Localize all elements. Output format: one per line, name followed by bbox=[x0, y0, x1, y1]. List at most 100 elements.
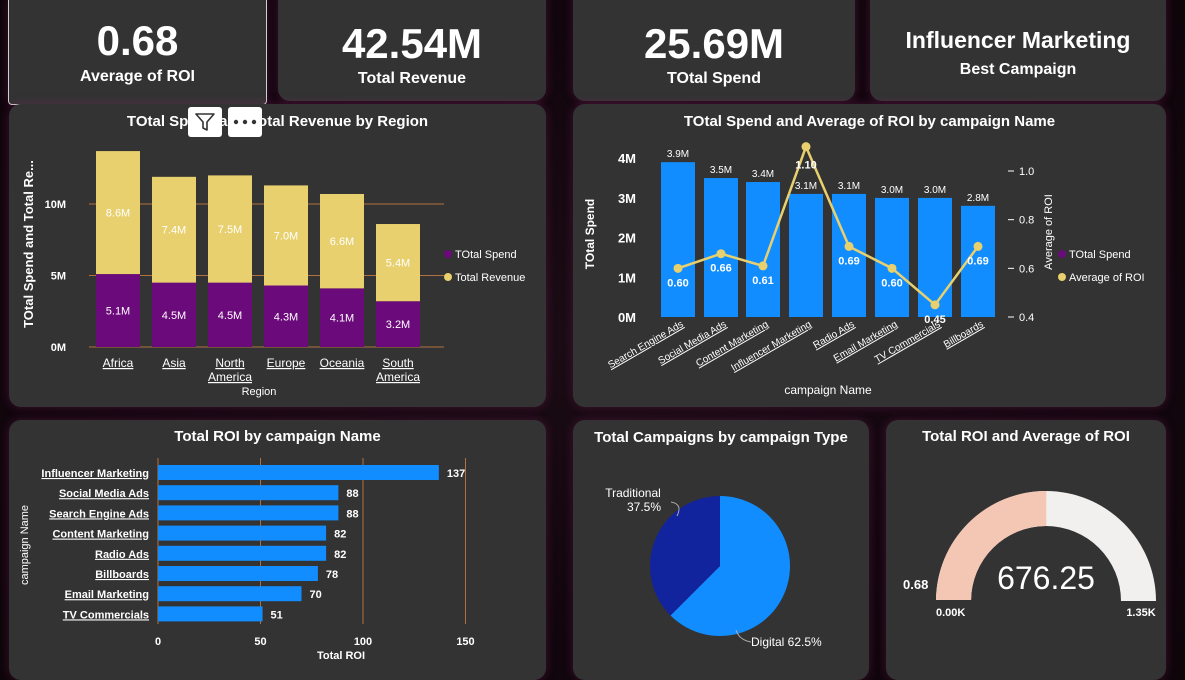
bar-revenue[interactable] bbox=[208, 175, 252, 283]
bar-total-roi[interactable] bbox=[158, 586, 302, 602]
bar-spend[interactable] bbox=[320, 288, 364, 347]
bar-spend[interactable] bbox=[704, 178, 738, 317]
y-tick-label: 0M bbox=[51, 342, 66, 354]
kpi-label: Best Campaign bbox=[959, 61, 1077, 78]
x-tick-label[interactable]: Search Engine Ads bbox=[606, 319, 685, 371]
roi-point[interactable] bbox=[887, 263, 897, 273]
data-label-total-roi: 78 bbox=[326, 569, 338, 581]
pie-slice-digital[interactable] bbox=[670, 496, 790, 636]
kpi-value: 0.68 bbox=[96, 17, 179, 64]
y-tick-label[interactable]: Content Marketing bbox=[52, 529, 149, 541]
bar-revenue[interactable] bbox=[152, 176, 196, 283]
y-tick-label: 4M bbox=[618, 151, 636, 166]
bar-spend[interactable] bbox=[264, 285, 308, 347]
roi-point[interactable] bbox=[930, 300, 940, 310]
y-tick-label[interactable]: Email Marketing bbox=[65, 589, 149, 601]
x-tick-label[interactable]: America bbox=[376, 370, 420, 384]
bar-revenue[interactable] bbox=[96, 151, 140, 275]
y-tick-label[interactable]: Billboards bbox=[95, 569, 149, 581]
bar-spend[interactable] bbox=[661, 162, 695, 317]
data-label-spend: 4.5M bbox=[218, 310, 242, 322]
gauge-min-label: 0.00K bbox=[936, 607, 965, 619]
more-options-button[interactable] bbox=[228, 107, 262, 137]
gauge-chart: 676.25 0.68 0.00K 1.35K bbox=[903, 491, 1156, 619]
campaign-type-card[interactable]: Total Campaigns by campaign Type Traditi… bbox=[573, 420, 869, 680]
y-tick-label[interactable]: Influencer Marketing bbox=[41, 468, 149, 480]
region-chart: 5.1M 8.6M 4.5M 7.4M 4.5M 7.5M 4.3M 7.0M 4.1M 6.6M… bbox=[21, 151, 525, 398]
bar-total-roi[interactable] bbox=[158, 606, 263, 622]
gauge-value: 676.25 bbox=[997, 560, 1095, 596]
y-tick-label[interactable]: TV Commercials bbox=[63, 609, 149, 621]
roi-point[interactable] bbox=[973, 241, 983, 251]
chart-title: Total ROI by campaign Name bbox=[174, 428, 381, 445]
bar-spend[interactable] bbox=[376, 301, 420, 347]
x-tick-label[interactable]: Oceania bbox=[320, 356, 365, 370]
roi-point[interactable] bbox=[844, 241, 854, 251]
gauge-card[interactable]: Total ROI and Average of ROI 676.25 0.68… bbox=[886, 420, 1166, 680]
data-label-spend: 4.5M bbox=[162, 310, 186, 322]
data-label-roi: 1.10 bbox=[795, 160, 816, 172]
bar-total-roi[interactable] bbox=[158, 485, 339, 501]
campaign-spend-roi-chart: 3.9M 3.5M 3.4M 3.1M 3.1M 3.0M 3.0M 2.8M 0M 1M 2M 3… bbox=[583, 142, 1145, 397]
filter-button[interactable] bbox=[188, 107, 222, 137]
legend-label-spend: TOtal Spend bbox=[1069, 249, 1131, 261]
bar-spend[interactable] bbox=[832, 193, 866, 317]
region-chart-card[interactable]: TOtal Spend and Total Revenue by Region … bbox=[9, 104, 546, 407]
kpi-value: Influencer Marketing bbox=[905, 27, 1131, 53]
bar-total-roi[interactable] bbox=[158, 566, 318, 581]
y-tick-label: 1M bbox=[618, 270, 636, 285]
bar-revenue[interactable] bbox=[376, 224, 420, 302]
x-tick-label[interactable]: Influencer Marketing bbox=[730, 319, 814, 374]
bar-total-roi[interactable] bbox=[158, 545, 327, 561]
bar-spend[interactable] bbox=[875, 197, 909, 317]
data-label-spend: 2.8M bbox=[967, 193, 989, 204]
bar-total-roi[interactable] bbox=[158, 465, 439, 480]
bar-spend[interactable] bbox=[96, 274, 140, 347]
legend-label-spend: TOtal Spend bbox=[455, 249, 517, 261]
roi-point[interactable] bbox=[758, 261, 768, 271]
campaign-type-pie: Traditional 37.5% Digital 62.5% bbox=[605, 486, 822, 649]
campaign-spend-roi-card[interactable]: TOtal Spend and Average of ROI by campai… bbox=[573, 104, 1166, 407]
bar-spend[interactable] bbox=[208, 282, 252, 347]
roi-point[interactable] bbox=[801, 142, 811, 152]
data-label-spend: 4.1M bbox=[330, 313, 354, 325]
x-tick-label[interactable]: South bbox=[382, 356, 413, 370]
x-tick-label[interactable]: Africa bbox=[103, 356, 134, 370]
roi-point[interactable] bbox=[716, 249, 726, 259]
bar-spend[interactable] bbox=[918, 197, 952, 317]
data-label-spend: 3.1M bbox=[795, 181, 817, 192]
kpi-card-avg-roi[interactable]: 0.68 Average of ROI bbox=[8, 0, 267, 105]
x-tick-label[interactable]: North bbox=[215, 356, 244, 370]
y-tick-label[interactable]: Radio Ads bbox=[95, 549, 149, 561]
y-axis-label: campaign Name bbox=[19, 505, 31, 585]
data-label-roi: 0.66 bbox=[710, 263, 731, 275]
kpi-card-total-spend[interactable]: 25.69M TOtal Spend bbox=[573, 0, 855, 101]
total-roi-card[interactable]: Total ROI by campaign Name 0 50 100 150 Inf… bbox=[9, 420, 546, 680]
kpi-card-total-revenue[interactable]: 42.54M Total Revenue bbox=[278, 0, 546, 101]
bar-spend[interactable] bbox=[789, 193, 823, 317]
y-tick-label[interactable]: Social Media Ads bbox=[59, 488, 149, 500]
bar-spend[interactable] bbox=[746, 182, 780, 317]
x-tick-label[interactable]: America bbox=[208, 370, 252, 384]
x-tick-label: 0 bbox=[155, 636, 161, 648]
data-label-spend: 5.1M bbox=[106, 306, 130, 318]
pie-slice-traditional[interactable] bbox=[650, 496, 720, 616]
data-label-spend: 4.3M bbox=[274, 311, 298, 323]
x-tick-label[interactable]: Asia bbox=[162, 356, 186, 370]
bar-total-roi[interactable] bbox=[158, 525, 327, 541]
data-label-revenue: 7.0M bbox=[274, 230, 298, 242]
roi-point[interactable] bbox=[673, 263, 683, 273]
data-label-spend: 3.9M bbox=[667, 149, 689, 160]
x-tick-label[interactable]: Billboards bbox=[942, 319, 986, 350]
x-tick-label[interactable]: Europe bbox=[267, 356, 306, 370]
kpi-value: 42.54M bbox=[341, 20, 483, 67]
bar-total-roi[interactable] bbox=[158, 505, 339, 521]
kpi-card-best-campaign[interactable]: Influencer Marketing Best Campaign bbox=[870, 0, 1166, 101]
filter-icon bbox=[195, 113, 215, 131]
data-label-spend: 3.0M bbox=[924, 185, 946, 196]
bar-revenue[interactable] bbox=[320, 193, 364, 289]
bar-spend[interactable] bbox=[152, 282, 196, 347]
bar-revenue[interactable] bbox=[264, 185, 308, 286]
y-tick-label[interactable]: Search Engine Ads bbox=[49, 508, 149, 520]
chart-title: TOtal Spend and Average of ROI by campai… bbox=[683, 113, 1056, 130]
